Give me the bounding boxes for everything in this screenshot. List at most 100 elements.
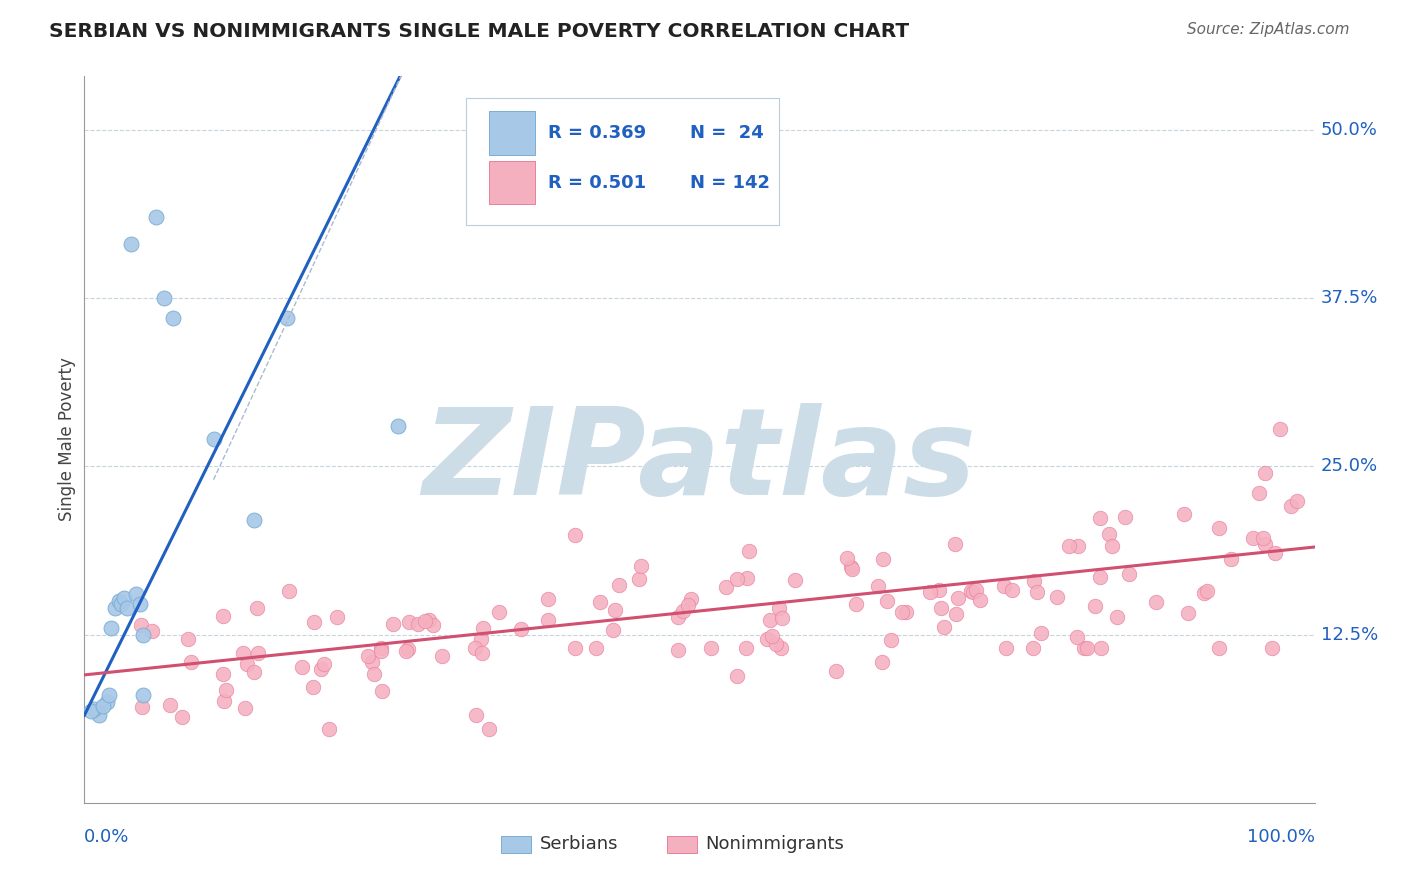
Point — [465, 708, 488, 723]
Point — [929, 600, 952, 615]
Point — [1059, 539, 1081, 553]
Point — [965, 583, 987, 598]
Point — [120, 237, 142, 252]
Point — [1022, 640, 1045, 655]
Point — [387, 418, 409, 433]
Point — [876, 594, 898, 608]
Point — [725, 668, 748, 682]
Point — [759, 613, 782, 627]
Point — [995, 640, 1018, 655]
Point — [1254, 537, 1277, 551]
Point — [79, 704, 101, 718]
Point — [1208, 521, 1230, 535]
Y-axis label: Single Male Poverty: Single Male Poverty — [58, 358, 76, 521]
Point — [110, 597, 132, 611]
Point — [1279, 499, 1302, 513]
Point — [537, 591, 560, 606]
Point — [783, 573, 806, 587]
Point — [180, 656, 202, 670]
Point — [1029, 626, 1052, 640]
Point — [215, 683, 238, 698]
Point — [880, 633, 903, 648]
Point — [172, 710, 194, 724]
Text: ZIPatlas: ZIPatlas — [422, 402, 977, 520]
Point — [177, 632, 200, 646]
Point — [666, 643, 689, 657]
Point — [125, 587, 148, 601]
Point — [1285, 494, 1308, 508]
Point — [276, 311, 298, 326]
Point — [628, 572, 651, 586]
Point — [91, 698, 114, 713]
FancyBboxPatch shape — [465, 97, 779, 225]
Text: Nonimmigrants: Nonimmigrants — [706, 835, 845, 854]
Point — [738, 544, 761, 558]
Point — [1067, 539, 1090, 553]
Point — [946, 591, 969, 605]
Point — [478, 722, 501, 736]
Point — [370, 640, 392, 655]
Point — [243, 513, 266, 527]
Point — [943, 537, 966, 551]
Point — [928, 583, 950, 598]
Point — [602, 623, 624, 637]
Point — [1105, 609, 1128, 624]
Text: 50.0%: 50.0% — [1320, 120, 1378, 138]
Point — [232, 647, 254, 661]
FancyBboxPatch shape — [668, 836, 697, 853]
Point — [891, 605, 914, 619]
Point — [395, 644, 418, 658]
Point — [326, 610, 349, 624]
Point — [470, 632, 492, 646]
Text: 25.0%: 25.0% — [1320, 458, 1378, 475]
Point — [872, 552, 894, 566]
Point — [735, 571, 758, 585]
Point — [603, 603, 626, 617]
Point — [672, 604, 695, 618]
Point — [471, 621, 494, 635]
Point — [132, 688, 155, 702]
Point — [246, 601, 269, 615]
Point — [761, 628, 783, 642]
Point — [1025, 584, 1047, 599]
Point — [83, 701, 105, 715]
Point — [824, 665, 846, 679]
Point — [678, 598, 700, 612]
Point — [945, 607, 967, 621]
Point — [959, 584, 981, 599]
Point — [212, 609, 235, 624]
Point — [716, 580, 738, 594]
Point — [117, 600, 139, 615]
Point — [934, 620, 956, 634]
Text: 0.0%: 0.0% — [84, 829, 129, 847]
Point — [845, 598, 868, 612]
Point — [839, 559, 862, 574]
Point — [236, 657, 259, 671]
Point — [318, 722, 340, 736]
Point — [585, 640, 607, 655]
Point — [993, 579, 1015, 593]
FancyBboxPatch shape — [502, 836, 531, 853]
Text: Source: ZipAtlas.com: Source: ZipAtlas.com — [1187, 22, 1350, 37]
Point — [564, 527, 586, 541]
Point — [765, 637, 787, 651]
Point — [770, 611, 793, 625]
Point — [837, 551, 859, 566]
Point — [1195, 583, 1218, 598]
Point — [98, 688, 120, 702]
Point — [104, 600, 127, 615]
Point — [510, 622, 533, 636]
Point — [870, 655, 893, 669]
Point — [314, 657, 336, 672]
Point — [162, 311, 184, 326]
Point — [679, 592, 702, 607]
Point — [920, 585, 942, 599]
Point — [129, 618, 152, 632]
Point — [1208, 640, 1230, 655]
Point — [1261, 640, 1284, 655]
Point — [1001, 583, 1024, 598]
Point — [1118, 566, 1140, 581]
Point — [1177, 607, 1199, 621]
Point — [108, 594, 131, 608]
Point — [1090, 640, 1112, 655]
